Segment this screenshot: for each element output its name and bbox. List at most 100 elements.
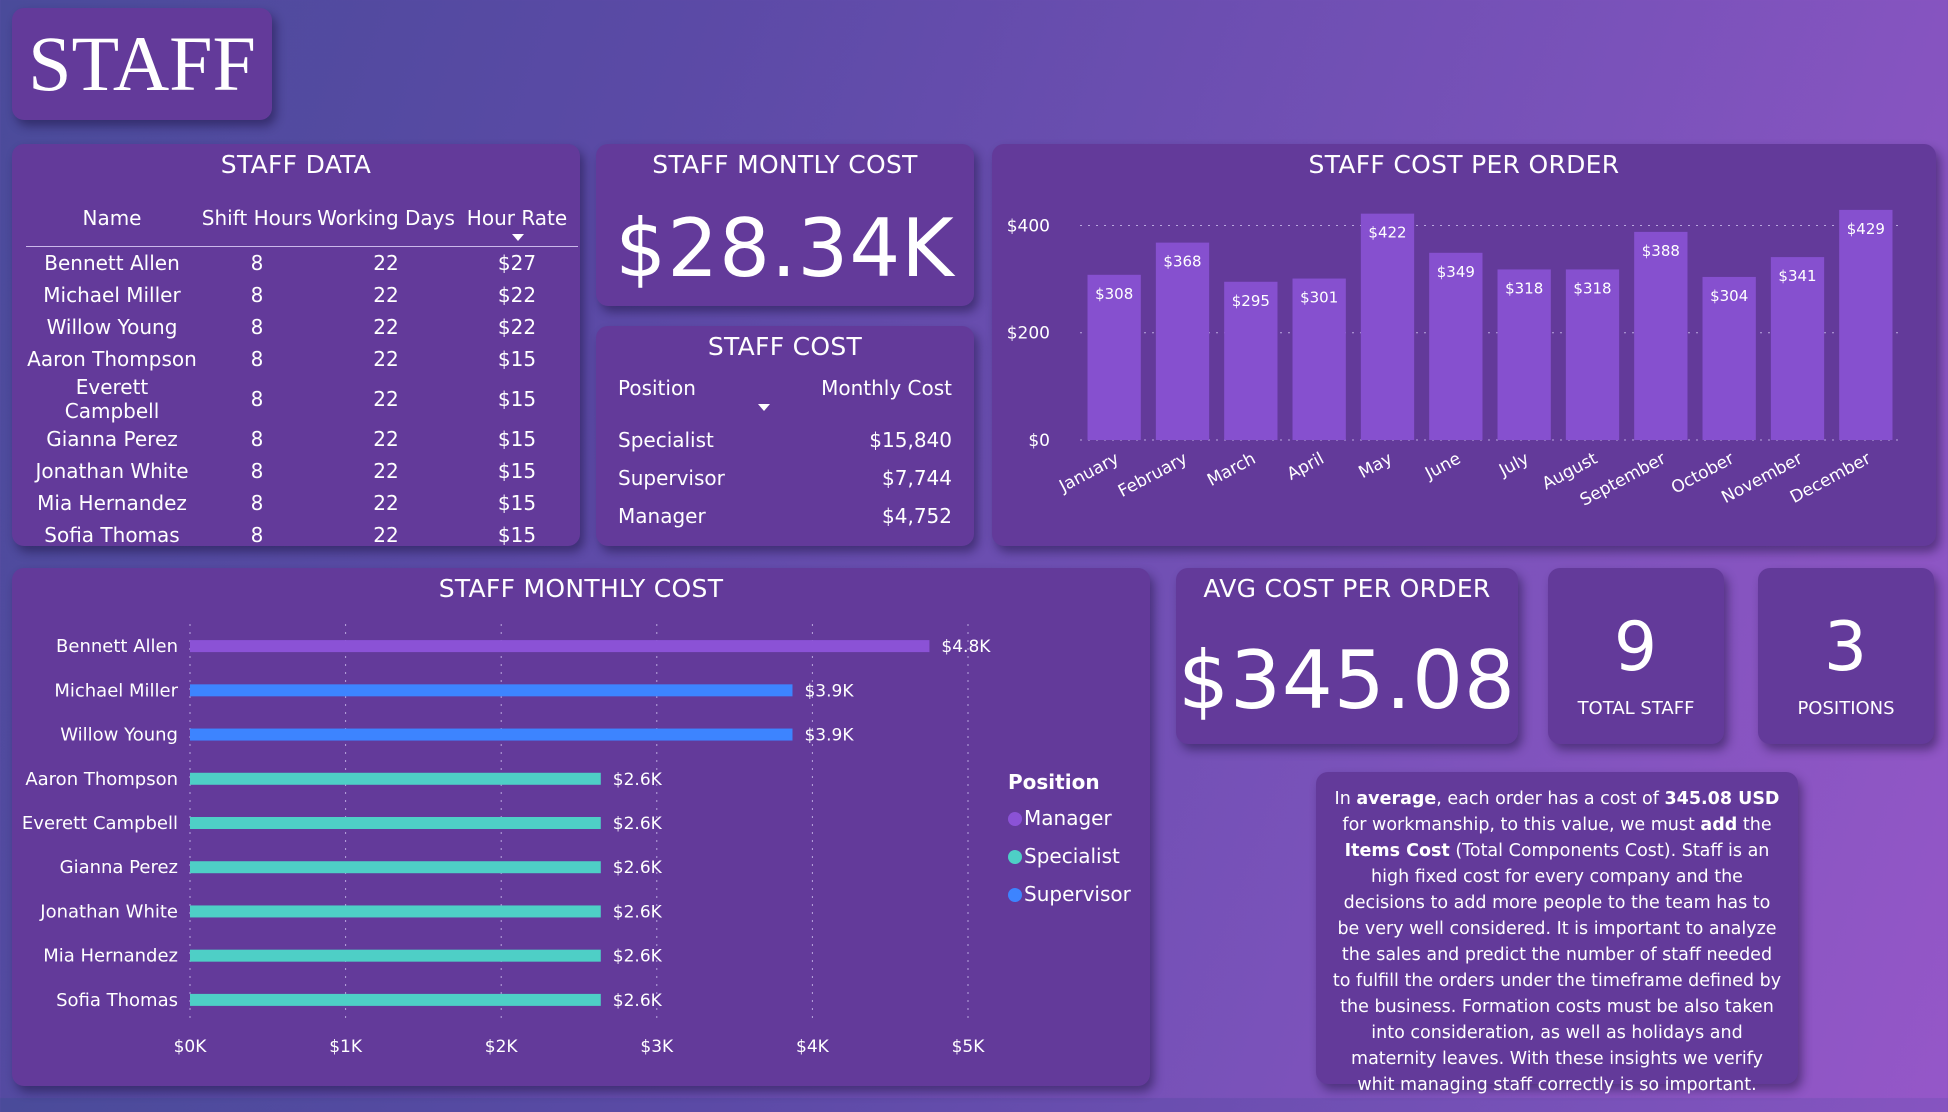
cell-shift-hours: 8: [250, 387, 264, 411]
staff-cost-header: Position Monthly Cost: [618, 376, 952, 411]
cell-working-days: 22: [373, 251, 399, 275]
cell-name: Everett Campbell: [64, 375, 160, 423]
cell-hour-rate: $15: [497, 387, 537, 411]
bar: [1087, 274, 1141, 440]
staff-cost-card: STAFF COST Position Monthly Cost Special…: [596, 326, 974, 546]
cell-working-days: 22: [373, 387, 399, 411]
cell-shift-hours: 8: [250, 315, 264, 339]
table-row[interactable]: Jonathan White 8 22 $15: [26, 455, 578, 487]
position-cost: $4,752: [882, 504, 952, 528]
cell-hour-rate: $15: [497, 427, 537, 451]
avg-cost-per-order-kpi: AVG COST PER ORDER $345.08: [1176, 568, 1518, 744]
table-row[interactable]: Gianna Perez 8 22 $15: [26, 423, 578, 455]
data-label: $301: [1300, 289, 1338, 307]
cell-shift-hours: 8: [250, 283, 264, 307]
positions-value: 3: [1823, 608, 1869, 687]
data-label: $429: [1847, 220, 1885, 238]
legend-item-specialist[interactable]: Specialist: [1008, 844, 1120, 868]
positions-kpi: 3 POSITIONS: [1758, 568, 1934, 744]
data-label: $349: [1437, 263, 1475, 281]
bar: [1565, 269, 1620, 440]
cell-name: Sofia Thomas: [44, 523, 180, 547]
bar: [190, 772, 601, 785]
col-name-header[interactable]: Name: [82, 206, 142, 230]
cell-hour-rate: $15: [497, 491, 537, 515]
bar: [1292, 278, 1346, 440]
col-hour-rate-header[interactable]: Hour Rate: [456, 200, 578, 241]
cell-working-days: 22: [373, 459, 399, 483]
x-tick-label: April: [1284, 449, 1328, 485]
legend-title: Position: [1008, 770, 1100, 794]
staff-monthly-cost-kpi: STAFF MONTLY COST $28.34K: [596, 144, 974, 306]
sort-descending-icon: [758, 404, 770, 411]
cell-hour-rate: $15: [497, 459, 537, 483]
table-row[interactable]: Willow Young 8 22 $22: [26, 311, 578, 343]
cell-hour-rate: $27: [497, 251, 537, 275]
table-row[interactable]: Michael Miller 8 22 $22: [26, 279, 578, 311]
legend-item-supervisor[interactable]: Supervisor: [1008, 882, 1131, 906]
monthly-cost-kpi-title: STAFF MONTLY COST: [652, 150, 918, 179]
bar: [1497, 269, 1551, 440]
y-tick-label: $400: [1007, 216, 1050, 236]
data-label: $2.6K: [613, 991, 663, 1011]
y-category-label: Everett Campbell: [22, 813, 178, 834]
data-label: $2.6K: [613, 858, 663, 878]
y-category-label: Jonathan White: [39, 901, 178, 922]
x-tick-label: $1K: [329, 1037, 363, 1057]
staff-data-table: Name Shift Hours Working Days Hour Rate …: [26, 200, 578, 551]
total-staff-kpi: 9 TOTAL STAFF: [1548, 568, 1724, 744]
cell-shift-hours: 8: [250, 251, 264, 275]
col-monthly-cost-header[interactable]: Monthly Cost: [821, 376, 952, 400]
y-category-label: Michael Miller: [54, 680, 178, 701]
position-name: Supervisor: [618, 466, 725, 490]
staff-cost-title: STAFF COST: [707, 332, 863, 361]
x-tick-label: $0K: [174, 1037, 208, 1057]
x-tick-label: $5K: [952, 1037, 986, 1057]
y-category-label: Bennett Allen: [56, 636, 178, 657]
bar: [1839, 209, 1893, 440]
cell-name: Bennett Allen: [44, 251, 180, 275]
data-label: $2.6K: [613, 814, 663, 834]
table-row[interactable]: Bennett Allen 8 22 $27: [26, 247, 578, 280]
cell-name: Gianna Perez: [46, 427, 178, 451]
data-label: $3.9K: [804, 681, 854, 701]
data-label: $295: [1232, 292, 1270, 310]
x-tick-label: $4K: [796, 1037, 830, 1057]
legend-label: Manager: [1024, 806, 1112, 830]
x-tick-label: February: [1115, 449, 1191, 502]
col-working-days-header[interactable]: Working Days: [317, 206, 455, 230]
x-tick-label: $3K: [640, 1037, 674, 1057]
legend-item-manager[interactable]: Manager: [1008, 806, 1112, 830]
data-label: $308: [1095, 285, 1133, 303]
chart-legend: Position Manager Specialist Supervisor: [1008, 770, 1148, 920]
legend-label: Supervisor: [1024, 882, 1131, 906]
x-tick-label: $2K: [485, 1037, 519, 1057]
y-tick-label: $0: [1028, 431, 1050, 451]
cell-shift-hours: 8: [250, 347, 264, 371]
avg-cost-kpi-title: AVG COST PER ORDER: [1203, 574, 1491, 603]
table-row[interactable]: Sofia Thomas 8 22 $15: [26, 519, 578, 551]
y-category-label: Willow Young: [60, 725, 178, 746]
table-row[interactable]: Aaron Thompson 8 22 $15: [26, 343, 578, 375]
cell-working-days: 22: [373, 491, 399, 515]
legend-label: Specialist: [1024, 844, 1120, 868]
monthly-cost-kpi-value: $28.34K: [615, 202, 955, 295]
staff-cost-row: Supervisor $7,744: [618, 466, 952, 496]
col-shift-hours-header[interactable]: Shift Hours: [201, 206, 313, 230]
x-tick-label: May: [1355, 449, 1395, 483]
bar: [190, 640, 930, 653]
bar: [190, 861, 601, 874]
data-label: $318: [1505, 279, 1543, 297]
cell-hour-rate: $22: [497, 315, 537, 339]
cell-working-days: 22: [373, 347, 399, 371]
staff-data-title: STAFF DATA: [220, 150, 372, 179]
x-tick-label: July: [1495, 449, 1532, 481]
cell-hour-rate: $15: [497, 347, 537, 371]
cell-hour-rate: $15: [497, 523, 537, 547]
col-position-header[interactable]: Position: [618, 376, 696, 400]
bar: [1634, 231, 1688, 440]
table-row[interactable]: Mia Hernandez 8 22 $15: [26, 487, 578, 519]
bar: [1360, 213, 1415, 440]
position-cost: $15,840: [869, 428, 952, 452]
table-row[interactable]: Everett Campbell 8 22 $15: [26, 375, 578, 423]
